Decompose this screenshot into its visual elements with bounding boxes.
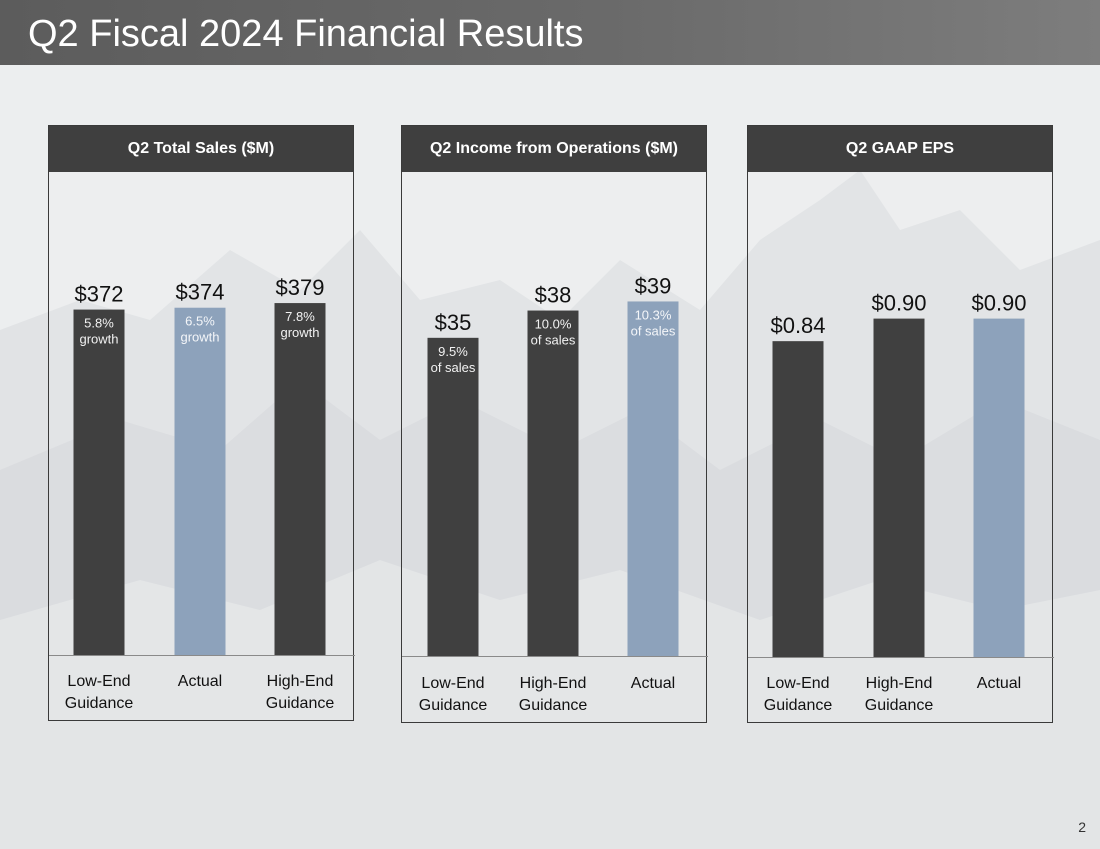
bar [427, 337, 479, 656]
data-label: $39 [635, 273, 672, 298]
category-label: High-End [866, 675, 933, 692]
sales-chart: $3725.8%growthLow-EndGuidance$3746.5%gro… [49, 275, 355, 712]
bar [973, 318, 1025, 657]
bar-inner-label: 6.5% [185, 314, 215, 329]
category-label: High-End [520, 675, 587, 692]
bar [772, 341, 824, 657]
bar [527, 310, 579, 656]
data-label: $35 [435, 310, 472, 335]
data-label: $0.84 [770, 313, 825, 338]
data-label: $372 [75, 282, 124, 307]
eps-chart: $0.84 Low-End Guidance $0.90 High-End Guidanc… [748, 291, 1054, 714]
eps-chart-panel: Q2 GAAP EPS $0.84 Low-End Guidance $0.90 Hig… [747, 125, 1054, 723]
bar-inner-label: 7.8% [285, 309, 315, 324]
bar-inner-label: growth [79, 332, 118, 347]
category-label: Guidance [419, 697, 488, 714]
bar-inner-label: 5.8% [84, 316, 114, 331]
category-label: Guidance [865, 697, 934, 714]
category-label: Actual [178, 673, 222, 690]
bar [873, 318, 925, 657]
category-label: High-End [267, 673, 334, 690]
data-label: $374 [176, 280, 225, 305]
income-chart-title: Q2 Income from Operations ($M) [402, 126, 706, 172]
sales-chart-panel: Q2 Total Sales ($M) $372 5.8% growth Low-En… [48, 125, 355, 721]
bar [274, 303, 326, 655]
bar-inner-label: growth [280, 325, 319, 340]
income-chart-panel: Q2 Income from Operations ($M) $35 9.5% of… [401, 125, 708, 723]
bar-inner-label: of sales [631, 323, 676, 338]
bar-inner-label: 10.0% [535, 317, 572, 332]
category-label: Guidance [65, 695, 134, 712]
category-label: Guidance [764, 697, 833, 714]
bar [73, 309, 125, 655]
category-label: Actual [631, 675, 675, 692]
title-bar: Q2 Fiscal 2024 Financial Results [0, 0, 1100, 65]
bar-inner-label: 9.5% [438, 344, 468, 359]
data-label: $0.90 [871, 291, 926, 316]
eps-chart-title: Q2 GAAP EPS [748, 126, 1052, 172]
bar-inner-label: of sales [531, 333, 576, 348]
data-label: $38 [535, 283, 572, 308]
bar [627, 301, 679, 656]
bar-inner-label: of sales [431, 360, 476, 375]
bar [174, 307, 226, 655]
category-label: Guidance [519, 697, 588, 714]
income-chart: $359.5%of salesLow-EndGuidance$3810.0%of… [402, 273, 708, 714]
bar-inner-label: growth [180, 330, 219, 345]
data-label: $379 [276, 275, 325, 300]
category-label: Guidance [266, 695, 335, 712]
data-label: $0.90 [971, 291, 1026, 316]
slide-title: Q2 Fiscal 2024 Financial Results [28, 13, 584, 55]
category-label: Actual [977, 675, 1021, 692]
page-number: 2 [1078, 819, 1086, 835]
category-label: Low-End [67, 673, 130, 690]
category-label: Low-End [421, 675, 484, 692]
category-label: Low-End [766, 675, 829, 692]
sales-chart-title: Q2 Total Sales ($M) [49, 126, 353, 172]
bar-inner-label: 10.3% [635, 307, 672, 322]
